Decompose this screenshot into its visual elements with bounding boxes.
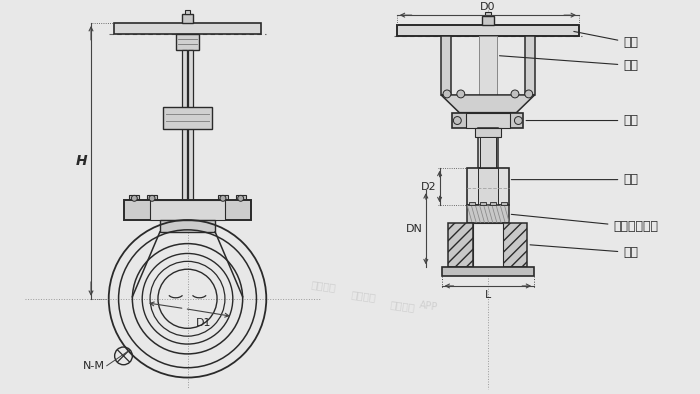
Bar — [236, 195, 246, 200]
Bar — [478, 168, 498, 205]
Bar — [163, 107, 212, 128]
Circle shape — [132, 195, 137, 201]
Bar — [125, 200, 251, 220]
Bar — [503, 223, 527, 267]
Text: D1: D1 — [195, 318, 211, 329]
Text: 密封圈硬密封: 密封圈硬密封 — [511, 214, 659, 233]
Bar — [176, 34, 199, 50]
Polygon shape — [441, 95, 535, 113]
Bar — [441, 36, 451, 95]
Bar — [113, 23, 261, 34]
Circle shape — [220, 195, 226, 201]
Circle shape — [457, 90, 465, 98]
Circle shape — [149, 195, 155, 201]
Text: 支架: 支架 — [526, 114, 638, 127]
Bar — [479, 36, 497, 95]
Bar — [160, 220, 215, 232]
Bar — [397, 25, 579, 36]
Text: 流量控制: 流量控制 — [350, 289, 376, 303]
Bar — [218, 195, 228, 200]
Bar — [469, 202, 475, 205]
Bar — [525, 36, 535, 95]
Bar — [485, 12, 491, 16]
Text: D0: D0 — [480, 2, 496, 12]
Text: DN: DN — [406, 224, 423, 234]
Bar — [467, 168, 508, 205]
Bar — [188, 50, 193, 200]
Bar — [181, 14, 193, 23]
Bar — [449, 223, 473, 267]
Text: D2: D2 — [421, 182, 437, 191]
Bar — [478, 128, 498, 168]
Bar — [480, 202, 486, 205]
Circle shape — [511, 90, 519, 98]
Circle shape — [525, 90, 533, 98]
Bar — [490, 202, 496, 205]
Text: 阀体: 阀体 — [530, 245, 638, 259]
Bar — [181, 50, 186, 200]
Text: 阀杆: 阀杆 — [500, 56, 638, 72]
Bar — [130, 195, 139, 200]
Bar — [480, 137, 496, 168]
Bar — [473, 223, 503, 267]
Text: APP: APP — [419, 300, 439, 312]
Bar — [442, 267, 534, 276]
Circle shape — [238, 195, 244, 201]
Bar — [467, 205, 508, 223]
Bar — [500, 202, 507, 205]
Text: 有限公司: 有限公司 — [389, 299, 416, 312]
Circle shape — [454, 117, 461, 125]
Circle shape — [443, 90, 451, 98]
Bar — [185, 10, 190, 14]
Bar — [150, 200, 225, 220]
Text: N-M: N-M — [83, 361, 105, 371]
Circle shape — [514, 117, 522, 125]
Bar — [147, 195, 157, 200]
Bar — [452, 113, 524, 128]
Bar — [482, 16, 493, 25]
Bar — [475, 128, 500, 137]
Text: L: L — [484, 290, 491, 300]
Text: 手轮: 手轮 — [574, 32, 638, 49]
Text: H: H — [76, 154, 87, 168]
Bar — [466, 113, 510, 128]
Text: 派司气动: 派司气动 — [311, 279, 337, 293]
Text: 闸板: 闸板 — [511, 173, 638, 186]
